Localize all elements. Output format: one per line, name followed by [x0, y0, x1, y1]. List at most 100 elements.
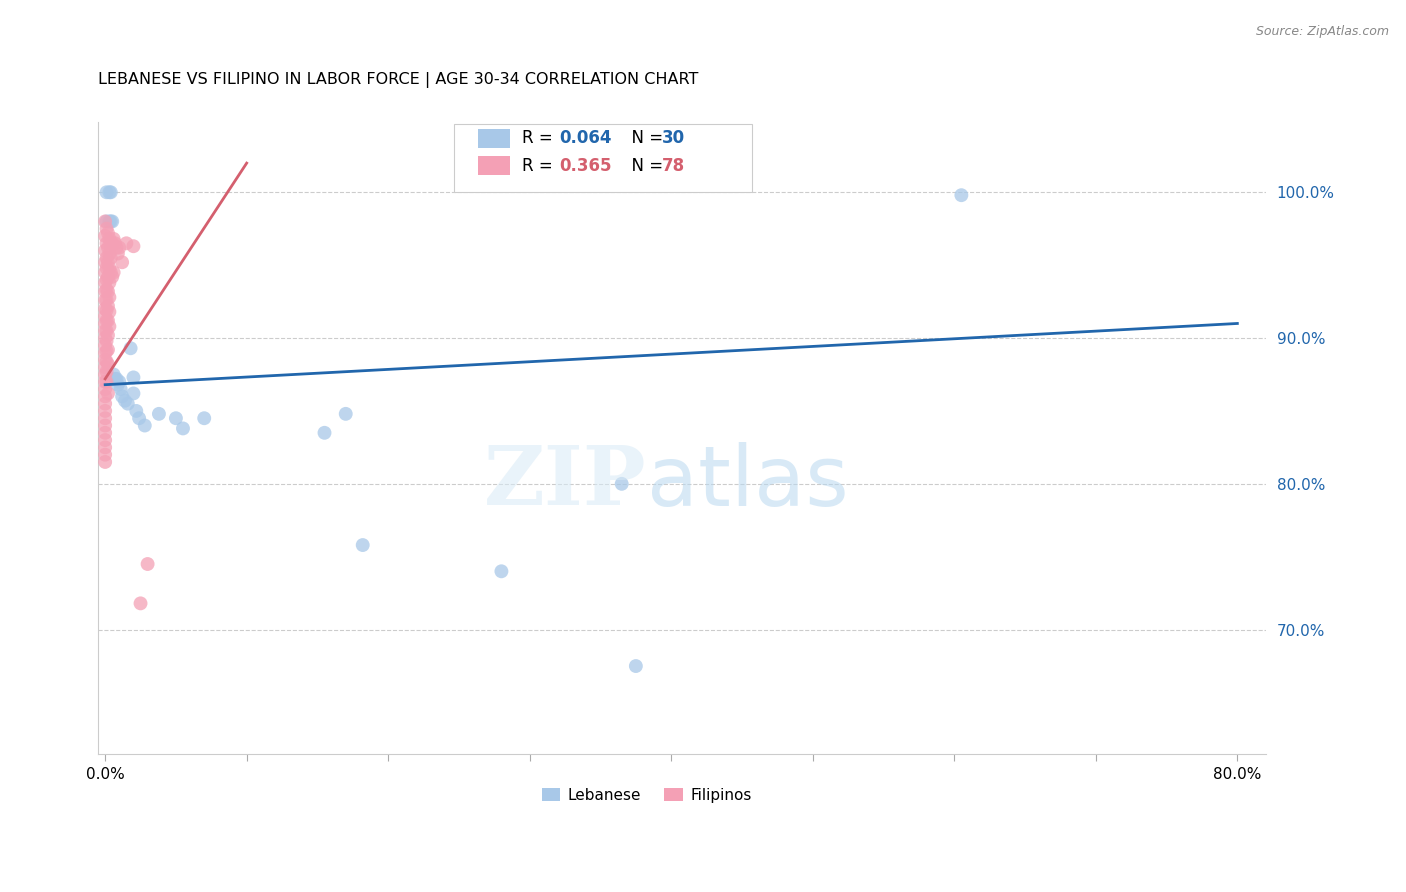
Point — [103, 232, 125, 246]
Point — [111, 389, 134, 403]
Point — [94, 285, 117, 299]
Point — [117, 397, 139, 411]
Text: 78: 78 — [662, 157, 685, 175]
Point — [98, 290, 121, 304]
Point — [172, 421, 194, 435]
Point — [122, 239, 145, 253]
Point — [610, 476, 633, 491]
Point — [100, 236, 122, 251]
Point — [148, 407, 170, 421]
Point — [96, 344, 118, 359]
Point — [94, 276, 117, 290]
Point — [352, 538, 374, 552]
Point — [335, 407, 357, 421]
Point — [105, 241, 128, 255]
Point — [96, 313, 118, 327]
Text: N =: N = — [621, 157, 668, 175]
Point — [104, 236, 127, 251]
Point — [103, 265, 125, 279]
Point — [94, 352, 117, 367]
Point — [101, 236, 124, 251]
Point — [94, 411, 117, 425]
Point — [94, 309, 117, 323]
Point — [97, 241, 120, 255]
Point — [107, 246, 129, 260]
Point — [193, 411, 215, 425]
Point — [94, 338, 117, 352]
Legend: Lebanese, Filipinos: Lebanese, Filipinos — [536, 781, 758, 809]
Point — [97, 328, 120, 343]
Point — [98, 276, 121, 290]
Text: LEBANESE VS FILIPINO IN LABOR FORCE | AGE 30-34 CORRELATION CHART: LEBANESE VS FILIPINO IN LABOR FORCE | AG… — [98, 71, 699, 87]
Point — [96, 365, 118, 379]
Point — [94, 433, 117, 447]
Text: ZIP: ZIP — [484, 442, 647, 522]
Point — [94, 324, 117, 338]
Point — [94, 214, 117, 228]
Point — [94, 375, 117, 389]
Point — [122, 370, 145, 384]
Point — [104, 372, 127, 386]
Point — [96, 283, 118, 297]
Point — [94, 244, 117, 258]
Point — [96, 186, 118, 200]
Text: atlas: atlas — [647, 442, 849, 523]
Point — [94, 229, 117, 244]
Point — [100, 186, 122, 200]
Point — [134, 418, 156, 433]
Point — [98, 261, 121, 276]
Point — [94, 368, 117, 382]
Text: R =: R = — [522, 129, 558, 147]
Point — [491, 564, 513, 578]
Point — [94, 255, 117, 269]
FancyBboxPatch shape — [478, 128, 510, 148]
Point — [120, 341, 142, 355]
Point — [165, 411, 187, 425]
Point — [100, 265, 122, 279]
Point — [97, 357, 120, 371]
Point — [96, 261, 118, 276]
Point — [97, 386, 120, 401]
Point — [108, 375, 131, 389]
Text: R =: R = — [522, 157, 558, 175]
Point — [94, 441, 117, 455]
Point — [115, 236, 138, 251]
Point — [94, 455, 117, 469]
Point — [314, 425, 336, 440]
Text: 0.365: 0.365 — [560, 157, 612, 175]
Point — [101, 214, 124, 228]
Point — [96, 324, 118, 338]
FancyBboxPatch shape — [454, 124, 752, 192]
Point — [94, 360, 117, 375]
Point — [94, 301, 117, 316]
Point — [96, 354, 118, 368]
Point — [96, 303, 118, 318]
Point — [125, 404, 148, 418]
Point — [128, 411, 150, 425]
Point — [136, 557, 159, 571]
Point — [94, 397, 117, 411]
Point — [98, 214, 121, 228]
Point — [94, 404, 117, 418]
Point — [108, 241, 131, 255]
Point — [107, 377, 129, 392]
Point — [96, 334, 118, 348]
Point — [624, 659, 647, 673]
Point — [94, 425, 117, 440]
FancyBboxPatch shape — [478, 156, 510, 176]
Point — [101, 269, 124, 284]
Point — [94, 448, 117, 462]
Point — [105, 372, 128, 386]
Point — [94, 389, 117, 403]
Point — [96, 236, 118, 251]
Point — [97, 269, 120, 284]
Point — [94, 317, 117, 331]
Point — [97, 285, 120, 299]
Point — [96, 273, 118, 287]
Point — [96, 293, 118, 307]
Point — [122, 386, 145, 401]
Point — [98, 319, 121, 334]
Point — [129, 596, 152, 610]
Point — [100, 251, 122, 265]
Point — [94, 293, 117, 307]
